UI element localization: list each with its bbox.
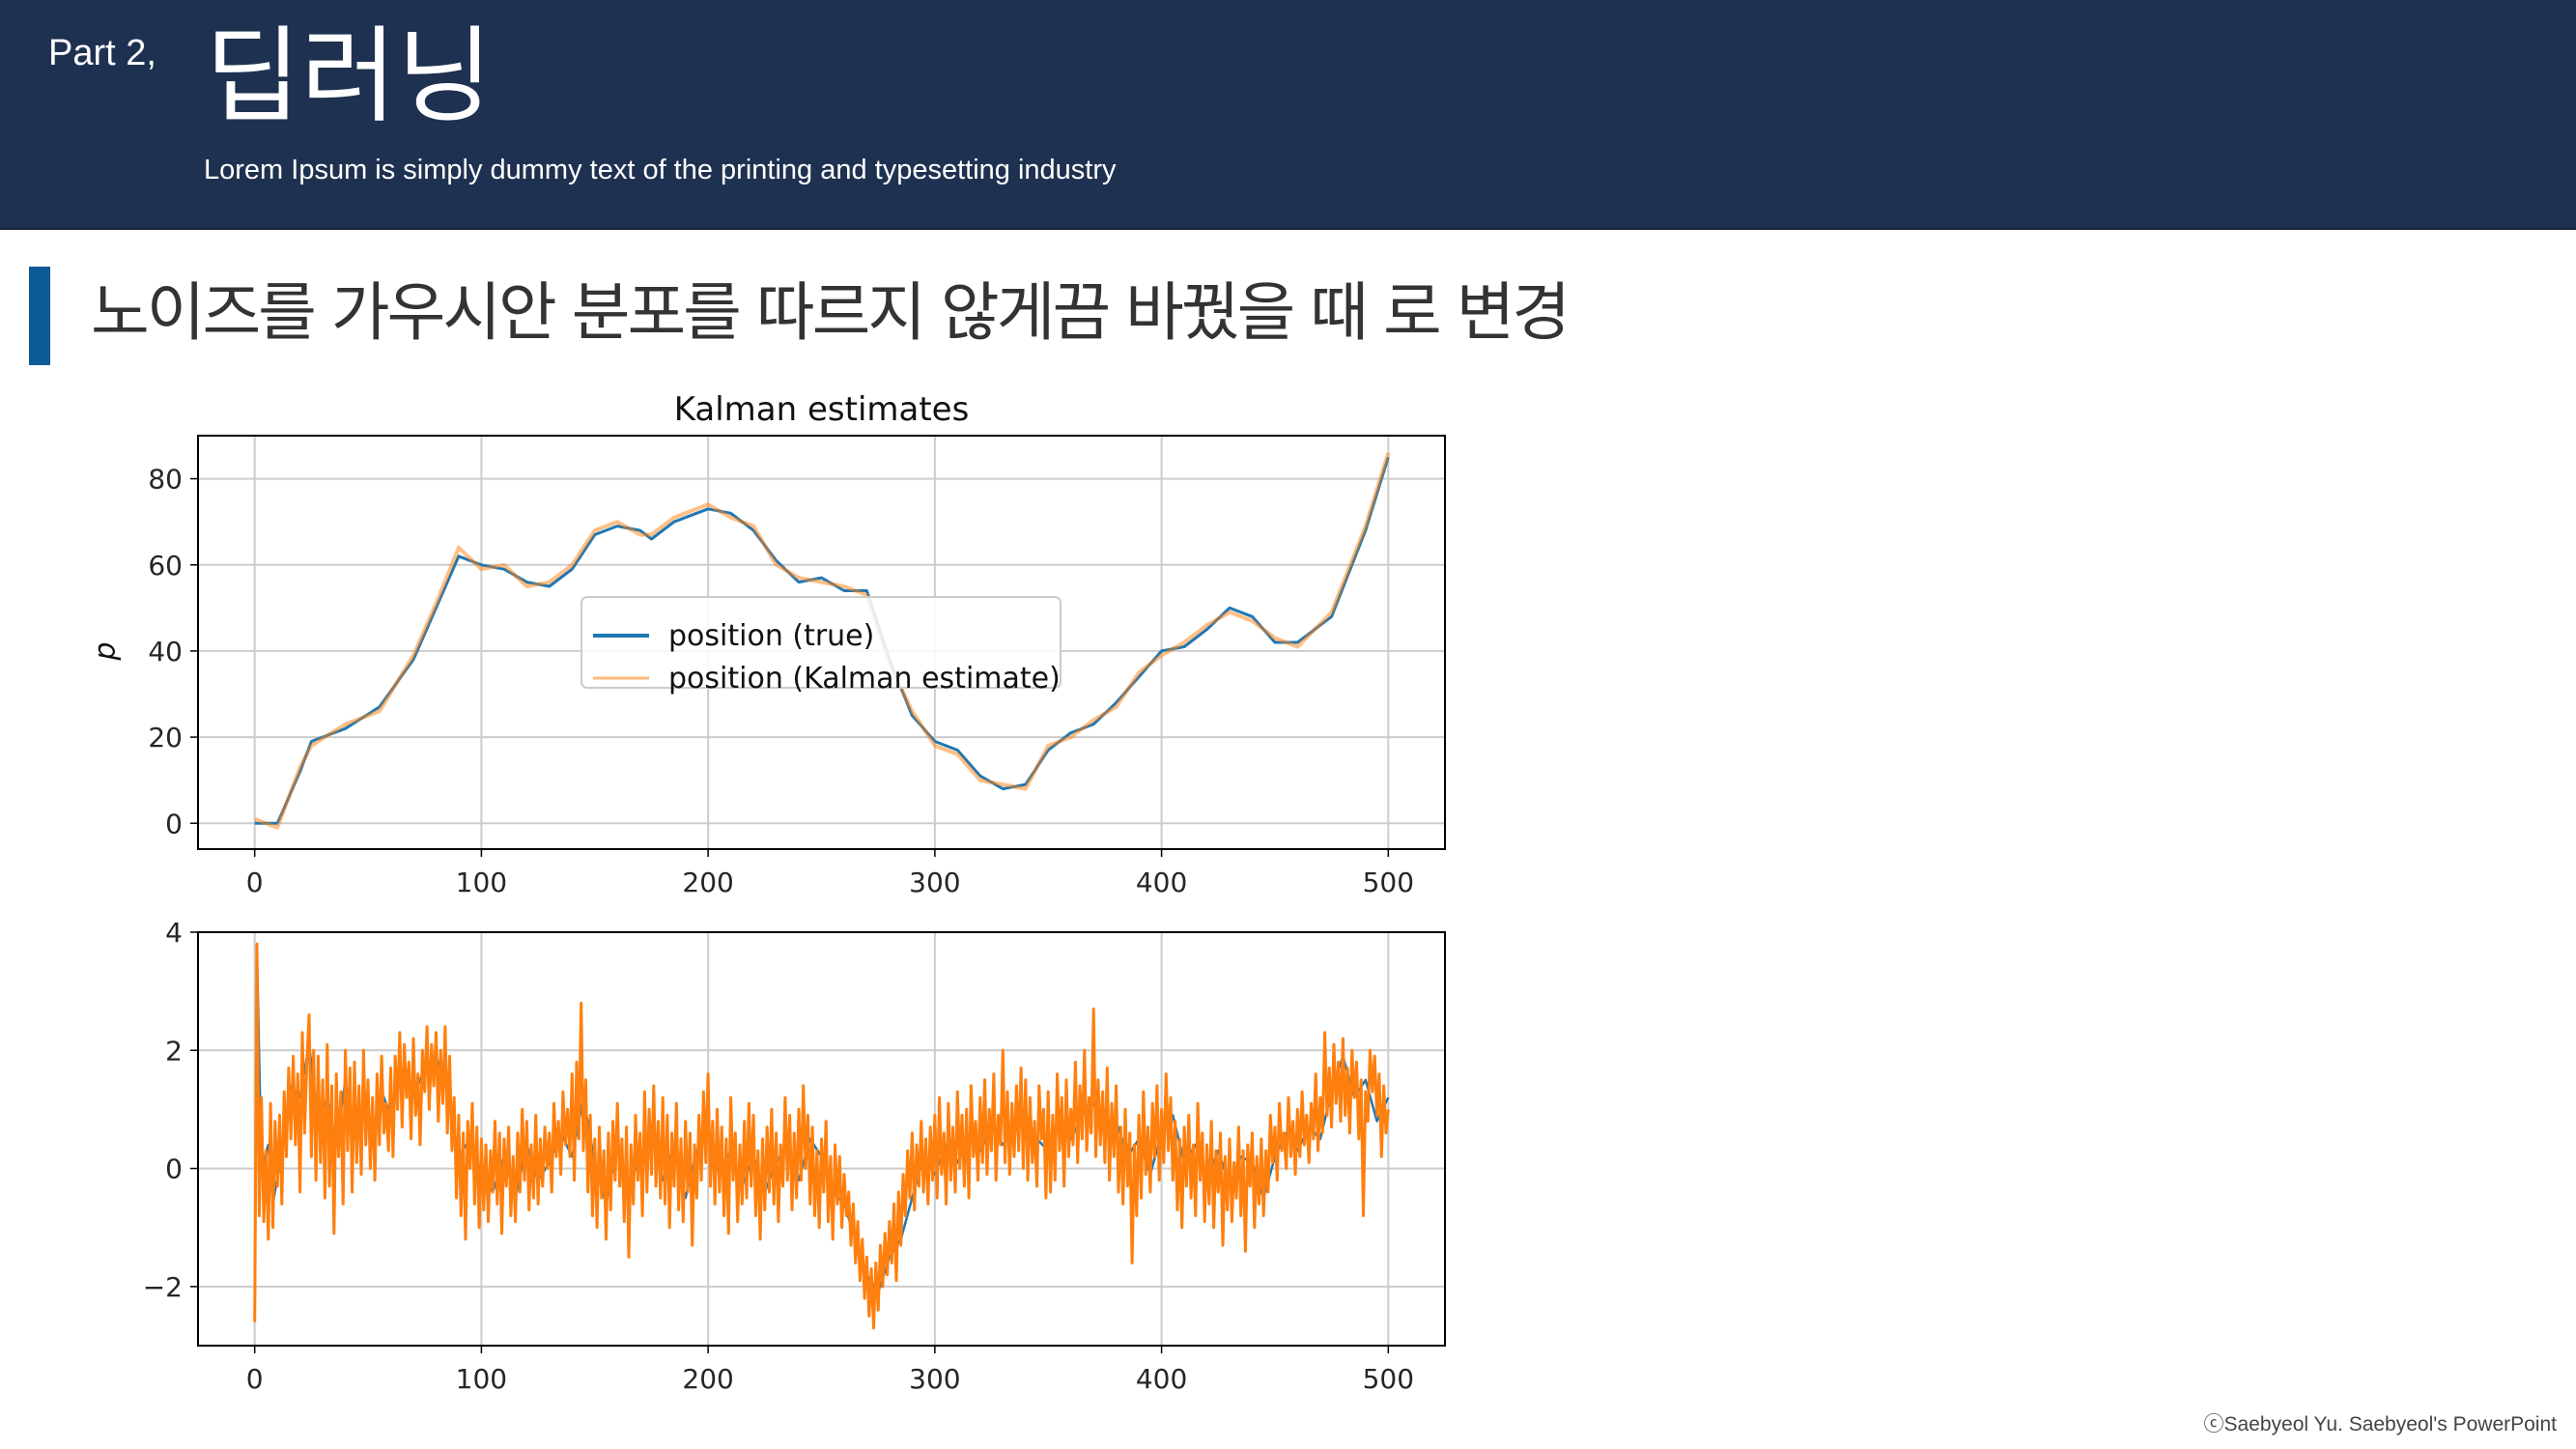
series-line-2 bbox=[253, 452, 1391, 830]
x-tick-label: 200 bbox=[682, 867, 733, 898]
footer-credit: ⓒSaebyeol Yu. Saebyeol's PowerPoint bbox=[2203, 1413, 2557, 1435]
y-tick-label: 4 bbox=[165, 917, 183, 949]
noise-chart: 0 100 200 300 400 500 −2 0 2 4 bbox=[143, 917, 1446, 1395]
y-tick-label: 80 bbox=[148, 464, 183, 496]
chart-title: Kalman estimates bbox=[674, 390, 970, 429]
x-tick-label: 100 bbox=[456, 867, 507, 898]
plot-frame bbox=[197, 931, 1446, 1347]
y-tick-label: 40 bbox=[148, 636, 183, 668]
legend-entry-2: position (Kalman estimate) bbox=[668, 662, 1061, 696]
series-line-1 bbox=[254, 456, 1390, 825]
y-tick-label: 0 bbox=[165, 808, 183, 839]
page-subtitle: Lorem Ipsum is simply dummy text of the … bbox=[204, 155, 1117, 185]
chart-legend: position (true) position (Kalman estimate… bbox=[580, 596, 1062, 696]
x-tick-label: 500 bbox=[1363, 867, 1414, 898]
page-title: 딥러닝 bbox=[205, 16, 494, 137]
header-bar: Part 2, 딥러닝 Lorem Ipsum is simply dummy … bbox=[0, 0, 2576, 230]
x-tick-label: 200 bbox=[682, 1363, 733, 1395]
section-title: 노이즈를 가우시안 분포를 따르지 않게끔 바꿨을 때 로 변경 bbox=[91, 275, 1571, 350]
y-tick-label: 0 bbox=[165, 1153, 183, 1185]
series-line-2 bbox=[253, 942, 1390, 1330]
x-tick-label: 100 bbox=[456, 1363, 507, 1395]
x-tick-label: 500 bbox=[1363, 1363, 1414, 1395]
y-tick-label: −2 bbox=[143, 1271, 183, 1303]
section-accent-bar bbox=[29, 267, 50, 365]
y-axis-label: p bbox=[89, 641, 123, 661]
legend-entry-1: position (true) bbox=[668, 619, 874, 653]
y-tick-label: 2 bbox=[165, 1035, 183, 1066]
x-tick-label: 300 bbox=[909, 1363, 960, 1395]
plot-frame bbox=[197, 435, 1446, 850]
y-tick-label: 20 bbox=[148, 722, 183, 753]
y-tick-label: 60 bbox=[148, 550, 183, 582]
x-tick-label: 300 bbox=[909, 867, 960, 898]
x-tick-label: 0 bbox=[246, 867, 264, 898]
x-tick-label: 400 bbox=[1136, 1363, 1187, 1395]
part-label: Part 2, bbox=[48, 33, 156, 73]
x-tick-label: 0 bbox=[246, 1363, 264, 1395]
kalman-estimates-chart: 0 100 200 300 400 500 0 20 40 60 80 Kalman estimate… bbox=[89, 390, 1446, 898]
x-tick-label: 400 bbox=[1136, 867, 1187, 898]
legend-box bbox=[580, 596, 1062, 689]
